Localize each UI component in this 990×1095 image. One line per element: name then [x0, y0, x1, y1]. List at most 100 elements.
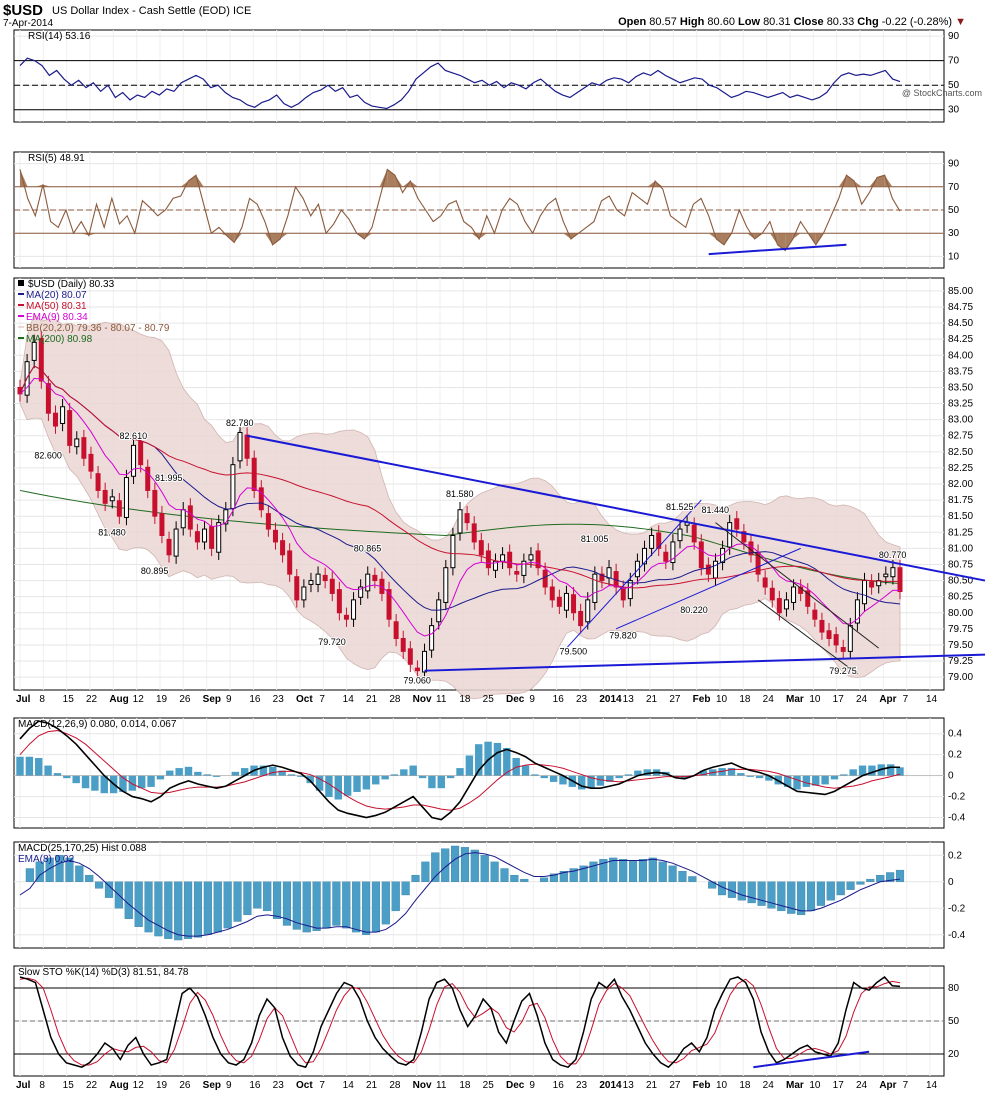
high-label: High: [679, 16, 705, 28]
ticker-description: US Dollar Index - Cash Settle (EOD) ICE: [52, 5, 251, 17]
candle-body: [698, 541, 704, 569]
macd2-hist-bar: [619, 859, 628, 882]
x-tick-label: Oct: [296, 1080, 313, 1091]
candle-body: [776, 598, 782, 614]
sto-label: Slow STO %K(14) %D(3) 81.51, 84.78: [18, 967, 189, 978]
y-tick-label: 80.25: [948, 592, 973, 603]
candle-body: [847, 625, 853, 652]
y-tick-label: 82.75: [948, 431, 973, 442]
candle-body: [159, 513, 165, 536]
macd-hist-bar: [868, 765, 876, 776]
macd-hist-bar: [727, 768, 736, 776]
candle-body: [116, 500, 122, 517]
macd-hist-bar: [606, 775, 614, 782]
macd-hist-bar: [278, 770, 286, 776]
candle-body: [230, 464, 236, 509]
candle-body: [833, 634, 839, 646]
macd-hist-bar: [16, 756, 24, 776]
macd2-hist-bar: [184, 881, 193, 939]
macd2-hist-bar: [263, 881, 272, 912]
y-tick-label: 81.75: [948, 495, 973, 506]
rsi14-line: [19, 57, 901, 110]
rsi5-extreme-fill: [394, 175, 403, 187]
rsi5-extreme-fill: [777, 233, 786, 251]
macd-hist-bar: [830, 775, 839, 780]
legend-entry: EMA(9) 80.34: [26, 312, 88, 323]
x-tick-label: 16: [249, 1080, 261, 1091]
candle-body: [74, 438, 80, 448]
candle-body: [826, 630, 832, 640]
macd-hist-bar: [821, 775, 829, 785]
macd-hist-bar: [35, 758, 43, 776]
rsi5-extreme-fill: [846, 175, 855, 187]
panel-frame-macd1: [13, 717, 945, 829]
price-label: $USD (Daily) 80.33: [28, 279, 115, 290]
candle-body: [67, 410, 73, 446]
macd2-hist-bar: [510, 874, 519, 882]
candle-body: [287, 550, 293, 575]
y-tick-label: -0.4: [948, 813, 966, 824]
rsi5-label: RSI(5) 48.91: [28, 153, 85, 164]
macd2-hist-bar: [233, 881, 242, 922]
y-tick-label: 85.00: [948, 286, 973, 297]
legend-entry: BB(20,2.0) 79.36 - 80.07 - 80.79: [26, 323, 170, 334]
x-tick-label: 24: [856, 1080, 868, 1091]
legend-swatch: [18, 293, 24, 295]
low-label: Low: [738, 16, 760, 28]
macd-hist-bar: [896, 767, 904, 776]
price-trendline: [424, 653, 986, 672]
panel-frame-rsi14: [13, 29, 945, 123]
candle-body: [429, 625, 435, 651]
candle-body: [585, 599, 591, 623]
x-tick-label: Aug: [109, 694, 128, 705]
candle-body: [734, 518, 740, 530]
macd2-hist-bar: [470, 849, 479, 882]
candle-body: [769, 587, 775, 601]
macd-hist-bar: [25, 756, 34, 776]
legend-swatch: [18, 326, 24, 328]
candle-body: [783, 599, 789, 610]
macd-hist-bar: [306, 775, 314, 784]
x-tick-label: 18: [459, 1080, 471, 1091]
macd-hist-bar: [400, 769, 408, 776]
macd2-hist-bar: [895, 869, 905, 882]
x-tick-label: 7: [319, 1080, 325, 1091]
macd2-hist-bar: [886, 872, 895, 882]
x-tick-label: 22: [86, 694, 98, 705]
x-tick-label: 27: [669, 1080, 681, 1091]
candle-body: [173, 528, 179, 557]
macd-hist-bar: [194, 771, 202, 776]
sto-k-line: [19, 975, 901, 1069]
rsi5-extreme-fill: [884, 175, 893, 187]
candle-body: [45, 383, 51, 414]
x-tick-label: 25: [483, 694, 495, 705]
close-value: 80.33: [826, 16, 855, 28]
macd-hist-bar: [699, 770, 708, 776]
y-tick-label: 80.75: [948, 559, 973, 570]
macd2-hist-bar: [401, 881, 410, 896]
macd2-hist-bar: [25, 868, 34, 882]
candle-body: [528, 554, 534, 561]
macd2-hist-bar: [352, 881, 361, 933]
quote-summary: Open 80.57 High 80.60 Low 80.31 Close 80…: [618, 16, 966, 28]
macd2-hist-bar: [124, 881, 133, 919]
price-annotation: 82.780: [226, 418, 254, 428]
y-tick-label: 83.50: [948, 382, 973, 393]
y-tick-label: 20: [948, 1049, 960, 1060]
macd2-hist-bar: [460, 847, 470, 882]
price-annotation: 79.500: [560, 647, 588, 657]
macd-hist-bar: [643, 769, 651, 776]
price-trendline: [615, 547, 801, 630]
macd2-sublabel: EMA(8) 0.02: [18, 854, 75, 865]
macd-hist-bar: [783, 775, 792, 787]
macd-hist-bar: [418, 775, 427, 779]
x-tick-label: 17: [833, 1080, 845, 1091]
x-tick-label: Sep: [203, 694, 221, 705]
macd2-hist-bar: [203, 881, 212, 935]
y-tick-label: 81.00: [948, 543, 973, 554]
y-tick-label: 70: [948, 182, 960, 193]
macd2-hist-bar: [292, 881, 301, 930]
sto-d-line: [19, 977, 901, 1066]
candle-body: [862, 580, 868, 605]
x-tick-label: 13: [623, 1080, 635, 1091]
